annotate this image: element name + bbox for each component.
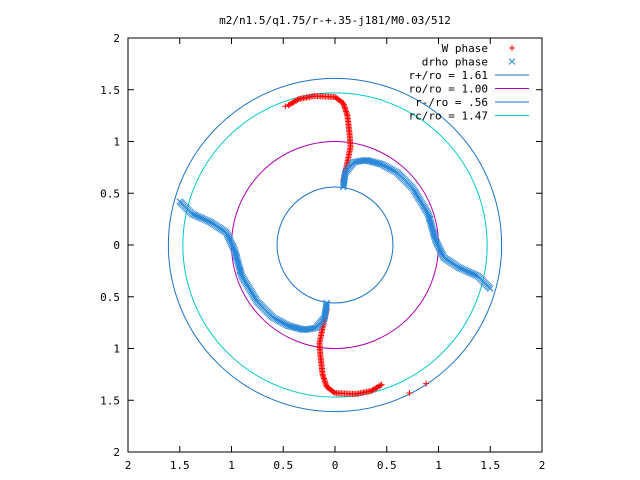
x-tick-label: 2 bbox=[125, 459, 132, 472]
circle-rc-ro-1-47 bbox=[182, 92, 488, 398]
legend-label: drho phase bbox=[422, 56, 488, 69]
point-w-phase bbox=[369, 387, 376, 394]
legend-label: r-/ro = .56 bbox=[415, 96, 488, 109]
y-tick-label: 0.5 bbox=[100, 291, 120, 304]
y-tick-label: 0 bbox=[113, 239, 120, 252]
legend-entry-drho-phase: drho phase bbox=[422, 56, 516, 69]
x-tick-label: 1.5 bbox=[480, 459, 500, 472]
legend-label: W phase bbox=[442, 42, 488, 55]
legend-label: ro/ro = 1.00 bbox=[409, 83, 488, 96]
point-drho-phase bbox=[429, 229, 437, 236]
legend-entry-ro-ro-1-00: ro/ro = 1.00 bbox=[409, 83, 529, 96]
x-tick-label: 0.5 bbox=[377, 459, 397, 472]
x-tick-label: 0.5 bbox=[273, 459, 293, 472]
point-drho-phase bbox=[236, 267, 244, 275]
x-tick-label: 1.5 bbox=[170, 459, 190, 472]
legend-entry-rc-ro-1-47: rc/ro = 1.47 bbox=[409, 110, 529, 123]
chart-title: m2/n1.5/q1.75/r-+.35-j181/M0.03/512 bbox=[219, 14, 451, 27]
circle-r-ro-1-61 bbox=[167, 77, 503, 413]
point-w-phase bbox=[282, 103, 289, 110]
legend-entry-w-phase: W phase bbox=[442, 42, 515, 55]
y-tick-label: 2 bbox=[113, 446, 120, 459]
point-drho-phase bbox=[486, 285, 494, 292]
legend-sample-marker bbox=[508, 58, 516, 65]
y-tick-label: 2 bbox=[113, 32, 120, 45]
y-tick-label: 0.5 bbox=[100, 187, 120, 200]
legend-label: rc/ro = 1.47 bbox=[409, 110, 488, 123]
legend-entry-r-ro-1-61: r+/ro = 1.61 bbox=[409, 69, 529, 82]
legend-label: r+/ro = 1.61 bbox=[409, 69, 488, 82]
y-tick-label: 1.5 bbox=[100, 84, 120, 97]
point-w-phase bbox=[423, 380, 430, 387]
x-tick-label: 1 bbox=[435, 459, 442, 472]
y-tick-label: 1 bbox=[113, 343, 120, 356]
legend-entry-r-ro-56: r-/ro = .56 bbox=[415, 96, 529, 109]
x-tick-label: 2 bbox=[539, 459, 546, 472]
legend-sample-marker bbox=[509, 45, 515, 51]
x-tick-label: 0 bbox=[332, 459, 339, 472]
point-drho-phase bbox=[426, 215, 434, 223]
y-tick-label: 1.5 bbox=[100, 394, 120, 407]
point-drho-phase bbox=[233, 254, 241, 261]
circle-r-ro-56 bbox=[276, 186, 394, 304]
x-tick-label: 1 bbox=[228, 459, 235, 472]
point-w-phase bbox=[406, 390, 413, 397]
y-tick-label: 1 bbox=[113, 136, 120, 149]
circle-ro-ro-1-00 bbox=[231, 141, 439, 349]
point-w-phase bbox=[294, 96, 301, 103]
point-drho-phase bbox=[176, 198, 184, 205]
